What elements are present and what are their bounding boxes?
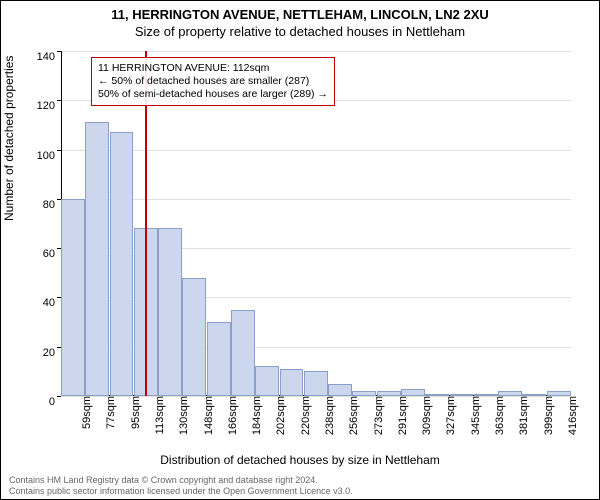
bar (304, 371, 328, 396)
x-tick-label: 202sqm (271, 396, 287, 435)
footer-line-2: Contains public sector information licen… (9, 486, 591, 497)
y-tick-label: 40 (43, 297, 61, 309)
x-tick-label: 220sqm (296, 396, 312, 435)
bar (280, 369, 304, 396)
footer: Contains HM Land Registry data © Crown c… (9, 475, 591, 498)
y-tick-label: 120 (37, 100, 61, 112)
x-tick-label: 148sqm (199, 396, 215, 435)
plot-area: 11 HERRINGTON AVENUE: 112sqm ← 50% of de… (61, 51, 571, 396)
y-axis-label: Number of detached properties (2, 56, 16, 221)
y-tick-label: 0 (49, 396, 61, 408)
chart-title-main: 11, HERRINGTON AVENUE, NETTLEHAM, LINCOL… (1, 7, 599, 22)
bar (85, 122, 109, 396)
bar (255, 366, 279, 396)
y-tick-label: 100 (37, 150, 61, 162)
x-tick-label: 77sqm (101, 396, 117, 429)
bar (328, 384, 352, 396)
bar (207, 322, 231, 396)
x-tick-label: 130sqm (174, 396, 190, 435)
callout-line-2: ← 50% of detached houses are smaller (28… (98, 75, 328, 88)
x-tick-label: 95sqm (126, 396, 142, 429)
y-tick-label: 60 (43, 248, 61, 260)
bar (158, 228, 182, 396)
callout-line-3: 50% of semi-detached houses are larger (… (98, 88, 328, 101)
x-tick-label: 291sqm (393, 396, 409, 435)
callout-box: 11 HERRINGTON AVENUE: 112sqm ← 50% of de… (91, 57, 335, 106)
bar (110, 132, 134, 396)
bar (182, 278, 206, 396)
y-tick-label: 20 (43, 347, 61, 359)
x-tick-label: 166sqm (223, 396, 239, 435)
x-tick-label: 363sqm (490, 396, 506, 435)
x-tick-label: 59sqm (77, 396, 93, 429)
callout-line-1: 11 HERRINGTON AVENUE: 112sqm (98, 62, 328, 75)
footer-line-1: Contains HM Land Registry data © Crown c… (9, 475, 591, 486)
x-tick-label: 416sqm (563, 396, 579, 435)
bar (61, 199, 85, 396)
chart-title-sub: Size of property relative to detached ho… (1, 24, 599, 39)
chart-container: 11, HERRINGTON AVENUE, NETTLEHAM, LINCOL… (0, 0, 600, 500)
x-tick-label: 256sqm (344, 396, 360, 435)
x-tick-label: 113sqm (150, 396, 166, 434)
bar (231, 310, 255, 396)
y-tick-label: 140 (37, 51, 61, 63)
x-tick-label: 238sqm (320, 396, 336, 435)
bar (401, 389, 425, 396)
x-tick-label: 381sqm (514, 396, 530, 435)
x-tick-label: 184sqm (247, 396, 263, 435)
x-tick-label: 399sqm (539, 396, 555, 435)
x-axis-label: Distribution of detached houses by size … (1, 453, 599, 467)
x-tick-label: 327sqm (441, 396, 457, 435)
x-tick-label: 345sqm (466, 396, 482, 435)
x-tick-label: 309sqm (417, 396, 433, 435)
y-tick-label: 80 (43, 199, 61, 211)
x-tick-label: 273sqm (369, 396, 385, 435)
